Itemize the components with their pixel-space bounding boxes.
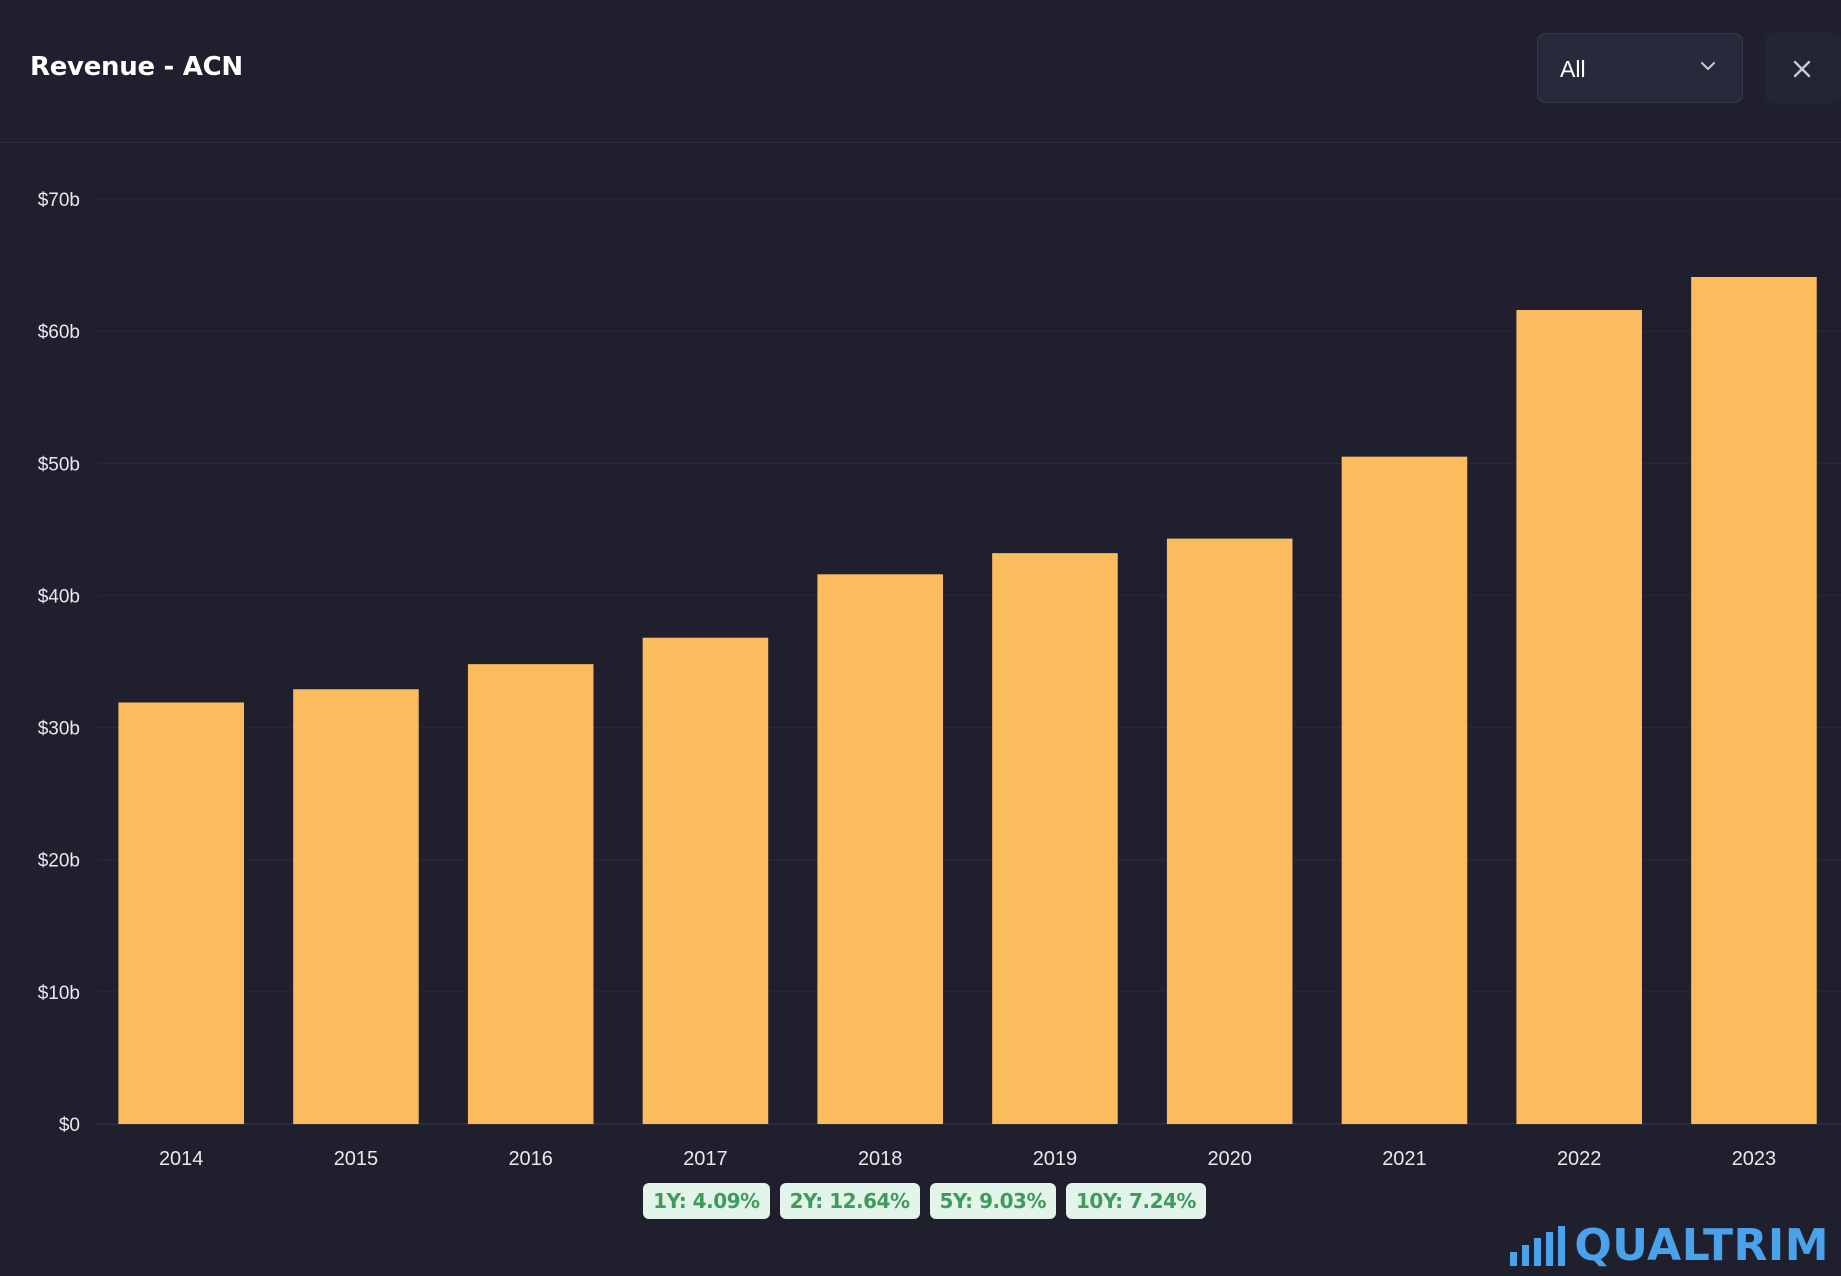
growth-badge: 1Y: 4.09% (643, 1183, 770, 1219)
range-select[interactable]: All (1537, 33, 1743, 103)
close-button[interactable] (1765, 33, 1841, 103)
bar-2023[interactable] (1691, 276, 1817, 1124)
chart-header: Revenue - ACN All (0, 0, 1841, 143)
x-tick-label: 2015 (334, 1148, 379, 1170)
growth-badges: 1Y: 4.09% 2Y: 12.64% 5Y: 9.03% 10Y: 7.24% (0, 1183, 1841, 1219)
y-tick-label: $10b (38, 983, 80, 1004)
close-icon (1793, 60, 1811, 78)
chart-title: Revenue - ACN (30, 52, 243, 82)
bar-chart-logo-icon (1510, 1226, 1566, 1266)
growth-badge: 5Y: 9.03% (929, 1183, 1057, 1219)
chevron-down-icon (1701, 62, 1715, 70)
bar-2014[interactable] (118, 702, 244, 1124)
x-tick-label: 2018 (858, 1148, 903, 1170)
revenue-bar-chart: $0 $10b $20b $30b $40b $50b $60b $70b 2014 2015 20… (38, 190, 1841, 1170)
y-tick-label: $0 (59, 1115, 80, 1136)
y-tick-label: $30b (38, 719, 80, 740)
bar-2015[interactable] (293, 689, 419, 1124)
range-select-value: All (1560, 56, 1586, 82)
bar-2017[interactable] (642, 637, 769, 1124)
growth-badge: 10Y: 7.24% (1066, 1183, 1206, 1219)
x-tick-label: 2016 (508, 1148, 553, 1170)
bar-2022[interactable] (1516, 310, 1642, 1124)
growth-badge: 2Y: 12.64% (779, 1183, 920, 1219)
y-tick-label: $70b (38, 190, 80, 211)
logo-text: QUALTRIM (1574, 1220, 1829, 1271)
x-tick-label: 2017 (683, 1148, 728, 1170)
y-tick-label: $50b (38, 454, 80, 475)
bar-2021[interactable] (1341, 456, 1468, 1124)
x-tick-label: 2023 (1732, 1148, 1777, 1170)
bar-2016[interactable] (467, 664, 594, 1124)
bar-2018[interactable] (817, 574, 943, 1124)
y-tick-label: $60b (38, 322, 80, 343)
x-tick-label: 2020 (1207, 1148, 1252, 1170)
y-tick-label: $20b (38, 851, 80, 872)
x-tick-label: 2014 (159, 1148, 204, 1170)
y-tick-label: $40b (38, 586, 80, 607)
x-tick-label: 2022 (1557, 1148, 1602, 1170)
x-tick-label: 2019 (1033, 1148, 1078, 1170)
x-tick-label: 2021 (1382, 1148, 1427, 1170)
qualtrim-logo: QUALTRIM (1510, 1220, 1829, 1271)
bar-2019[interactable] (992, 553, 1118, 1124)
bar-2020[interactable] (1166, 538, 1293, 1124)
